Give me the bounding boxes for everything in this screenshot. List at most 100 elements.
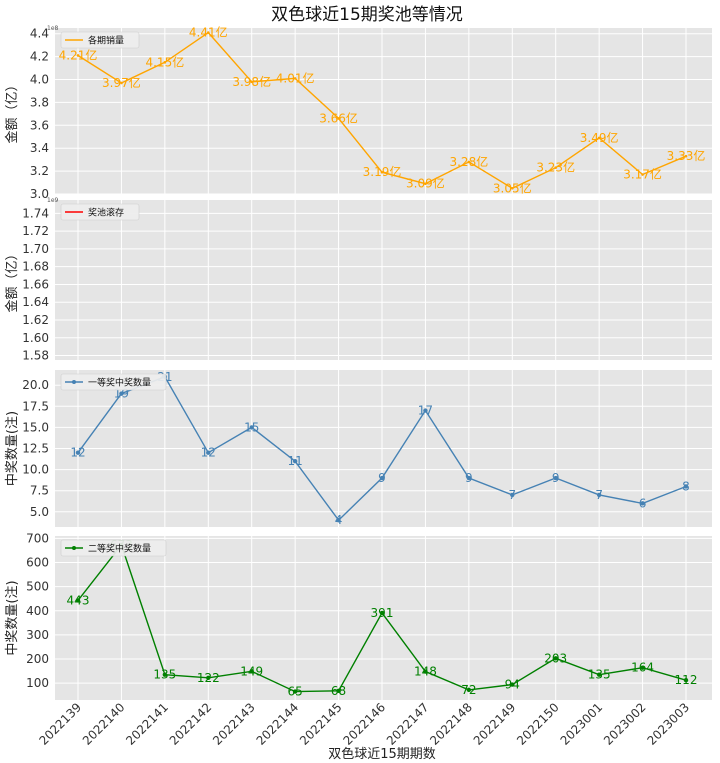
data-point	[554, 166, 558, 169]
y-axis-label: 中奖数量(注)	[5, 411, 20, 486]
data-label: 12	[201, 446, 216, 460]
data-point	[249, 425, 254, 430]
legend-label: 二等奖中奖数量	[88, 543, 151, 555]
legend: 一等奖中奖数量	[60, 373, 167, 391]
watermark: 知乎 @数字故事	[540, 726, 650, 744]
legend-marker	[72, 380, 76, 384]
data-point	[466, 475, 472, 481]
data-point	[380, 170, 384, 174]
data-label: 122	[197, 671, 220, 685]
data-label: 17	[418, 404, 433, 418]
data-label: 3.23亿	[536, 160, 575, 175]
data-point	[206, 675, 211, 681]
data-label: 94	[505, 678, 520, 692]
data-label: 149	[240, 664, 263, 678]
data-label: 3.19亿	[363, 164, 402, 179]
data-label: 8	[682, 479, 690, 493]
data-label: 4.41亿	[189, 25, 228, 40]
data-point	[76, 54, 80, 57]
x-tick-label: 2022141	[123, 700, 171, 748]
legend-label: 各期销量	[88, 35, 124, 47]
y-tick-label: 12.5	[22, 442, 49, 456]
data-label: 443	[67, 593, 90, 607]
data-point	[336, 518, 341, 523]
data-point	[379, 610, 385, 616]
data-label: 4.01亿	[276, 70, 315, 85]
data-label: 203	[544, 651, 567, 665]
data-point	[292, 458, 298, 464]
x-tick-label: 2022144	[254, 700, 302, 748]
y-axis-label: 金额（亿）	[4, 247, 20, 312]
data-point	[684, 154, 688, 158]
data-point	[596, 492, 602, 498]
data-label: 4.15亿	[145, 54, 184, 69]
data-label: 3.09亿	[406, 176, 445, 191]
x-tick-label: 2023003	[644, 700, 692, 748]
data-point	[120, 81, 123, 85]
legend-label: 奖池滚存	[88, 207, 124, 219]
y-tick-label: 4.2	[30, 50, 49, 64]
data-point	[640, 665, 645, 670]
x-tick-label: 2022148	[427, 700, 475, 748]
y-tick-label: 5.0	[30, 505, 49, 519]
data-label: 15	[244, 420, 259, 434]
legend-frame	[60, 31, 140, 49]
y-tick-label: 1.60	[22, 331, 49, 345]
data-label: 164	[631, 661, 654, 675]
data-label: 72	[461, 683, 476, 697]
data-label: 9	[552, 471, 560, 485]
y-tick-label: 4.4	[30, 27, 49, 41]
legend-label: 一等奖中奖数量	[88, 377, 151, 389]
data-label: 3.49亿	[580, 130, 619, 145]
data-label: 4.21亿	[59, 47, 98, 62]
legend-frame	[60, 539, 167, 557]
data-label: 9	[378, 471, 386, 485]
data-point	[597, 136, 601, 140]
data-label: 135	[153, 668, 176, 682]
y-tick-label: 200	[26, 652, 49, 666]
x-tick-label: 2022139	[36, 700, 84, 748]
data-label: 3.28亿	[449, 154, 488, 169]
y-tick-label: 100	[26, 676, 49, 690]
x-axis-label: 双色球近15期期数	[328, 746, 436, 762]
data-label: 3.97亿	[102, 75, 141, 90]
y-tick-label: 1.58	[22, 349, 49, 363]
data-point	[683, 678, 689, 683]
y-tick-label: 4.0	[30, 73, 49, 87]
y-tick-label: 500	[26, 580, 49, 594]
y-tick-label: 20.0	[22, 378, 49, 392]
data-point	[553, 475, 558, 481]
plot-area	[55, 200, 712, 360]
data-point	[292, 689, 298, 694]
y-tick-label: 1.70	[22, 242, 49, 256]
data-point	[510, 186, 514, 190]
y-tick-label: 1.62	[22, 313, 49, 327]
data-point	[336, 688, 341, 694]
data-label: 391	[371, 606, 394, 620]
data-point	[510, 682, 515, 687]
data-label: 112	[675, 673, 698, 687]
legend-marker	[72, 546, 76, 550]
legend: 各期销量	[60, 31, 140, 49]
y-tick-label: 15.0	[22, 420, 49, 434]
data-label: 7	[508, 488, 516, 502]
data-label: 3.33亿	[667, 148, 706, 163]
data-label: 6	[639, 496, 647, 510]
data-point	[206, 450, 211, 455]
legend: 奖池滚存	[60, 203, 140, 221]
data-label: 9	[465, 471, 473, 485]
x-tick-label: 2022142	[167, 700, 215, 748]
x-tick-label: 2022145	[297, 700, 345, 748]
y-tick-label: 3.2	[30, 164, 49, 178]
data-point	[163, 61, 167, 64]
y-tick-label: 1.74	[22, 206, 49, 220]
data-label: 3.98亿	[232, 74, 271, 89]
x-tick-label: 2022146	[340, 700, 388, 748]
x-tick-label: 2022147	[384, 700, 432, 748]
data-point	[640, 501, 645, 506]
data-point	[337, 117, 340, 120]
data-label: 3.05亿	[493, 180, 532, 195]
x-tick-label: 2022149	[471, 700, 519, 748]
